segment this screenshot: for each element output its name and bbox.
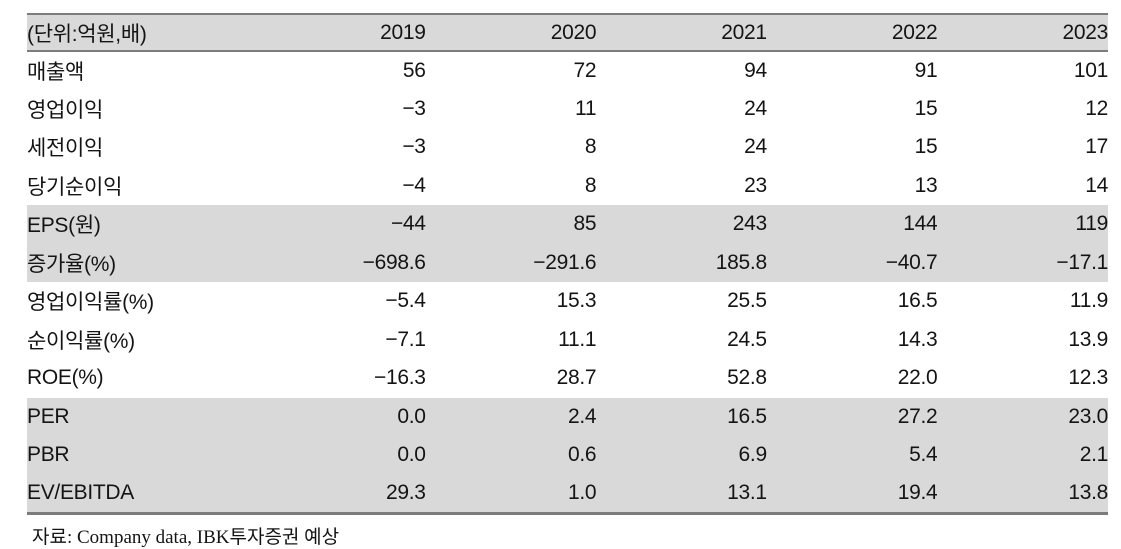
cell-value: 2.4 bbox=[567, 404, 597, 428]
cell-value: 14 bbox=[1085, 173, 1108, 197]
cell-value: 6.9 bbox=[738, 443, 767, 467]
cell-value: 0.6 bbox=[567, 443, 597, 467]
cell-value: −44 bbox=[390, 212, 426, 236]
table-row: PER 0.0 2.4 16.5 27.2 23.0 bbox=[27, 397, 1108, 436]
cell-value: 101 bbox=[1073, 58, 1108, 82]
cell-value: 2.1 bbox=[1079, 443, 1108, 467]
row-label: EV/EBITDA bbox=[27, 481, 134, 504]
cell-value: 13.8 bbox=[1068, 481, 1108, 504]
row-label: 세전이익 bbox=[27, 137, 104, 161]
cell-value: 185.8 bbox=[715, 250, 767, 274]
cell-value: 19.4 bbox=[897, 481, 938, 504]
cell-value: −291.6 bbox=[533, 250, 597, 274]
cell-value: 1.0 bbox=[567, 481, 597, 504]
row-label: 영업이익 bbox=[27, 98, 104, 122]
cell-value: 8 bbox=[584, 135, 597, 159]
year-column-header: 2020 bbox=[425, 14, 597, 52]
row-label: 증가율(%) bbox=[27, 252, 116, 276]
cell-value: 25.5 bbox=[727, 289, 767, 313]
source-note: 자료: Company data, IBK투자증권 예상 bbox=[32, 527, 340, 548]
cell-value: 14.3 bbox=[897, 327, 938, 351]
cell-value: 13.9 bbox=[1068, 327, 1108, 351]
cell-value: 0.0 bbox=[397, 404, 426, 428]
cell-value: 56 bbox=[402, 58, 426, 82]
cell-value: 11.1 bbox=[558, 327, 597, 351]
cell-value: 24.5 bbox=[727, 327, 767, 351]
table-row: EPS(원) −44 85 243 144 119 bbox=[27, 205, 1108, 244]
cell-value: 5.4 bbox=[909, 443, 938, 467]
row-label: ROE(%) bbox=[27, 366, 104, 390]
table-row: 당기순이익 −4 8 23 13 14 bbox=[27, 167, 1108, 206]
year-column-header: 2022 bbox=[766, 14, 938, 52]
cell-value: 15 bbox=[914, 96, 938, 120]
cell-value: 52.8 bbox=[727, 366, 767, 390]
row-label: 매출액 bbox=[27, 60, 85, 84]
table-header-row: (단위:억원,배) 2019 2020 2021 2022 2023 bbox=[27, 14, 1108, 52]
row-label: PER bbox=[27, 404, 70, 428]
financial-summary-table: (단위:억원,배) 2019 2020 2021 2022 2023 매출액 56 72 94… bbox=[27, 13, 1108, 515]
cell-value: 13.1 bbox=[727, 481, 767, 504]
cell-value: 11.9 bbox=[1069, 289, 1108, 313]
cell-value: −16.3 bbox=[374, 366, 426, 390]
table-row: 영업이익 −3 11 24 15 12 bbox=[27, 90, 1108, 129]
cell-value: 144 bbox=[903, 212, 938, 236]
cell-value: 12.3 bbox=[1068, 366, 1108, 390]
cell-value: 24 bbox=[744, 96, 767, 120]
table-row: 세전이익 −3 8 24 15 17 bbox=[27, 128, 1108, 167]
cell-value: −17.1 bbox=[1056, 250, 1108, 274]
cell-value: −5.4 bbox=[385, 289, 426, 313]
cell-value: 16.5 bbox=[897, 289, 938, 313]
cell-value: −40.7 bbox=[885, 250, 938, 274]
cell-value: 12 bbox=[1085, 96, 1108, 120]
cell-value: 85 bbox=[573, 212, 597, 236]
cell-value: 8 bbox=[584, 173, 597, 197]
cell-value: −3 bbox=[402, 135, 426, 159]
table-row: 증가율(%) −698.6 −291.6 185.8 −40.7 −17.1 bbox=[27, 243, 1108, 282]
year-column-header: 2019 bbox=[255, 14, 426, 52]
table-row: 영업이익률(%) −5.4 15.3 25.5 16.5 11.9 bbox=[27, 282, 1108, 321]
cell-value: 22.0 bbox=[897, 366, 938, 390]
year-column-header: 2021 bbox=[596, 14, 767, 52]
cell-value: 23.0 bbox=[1068, 404, 1108, 428]
cell-value: −698.6 bbox=[362, 250, 426, 274]
table-row: 매출액 56 72 94 91 101 bbox=[27, 51, 1108, 90]
table-row: ROE(%) −16.3 28.7 52.8 22.0 12.3 bbox=[27, 359, 1108, 398]
cell-value: 17 bbox=[1085, 135, 1108, 159]
cell-value: 15.3 bbox=[556, 289, 597, 313]
cell-value: 91 bbox=[914, 58, 938, 82]
cell-value: −7.1 bbox=[385, 327, 426, 351]
row-label: 당기순이익 bbox=[27, 175, 123, 199]
cell-value: 16.5 bbox=[727, 404, 767, 428]
year-column-header: 2023 bbox=[937, 14, 1108, 52]
row-label: PBR bbox=[27, 443, 70, 467]
cell-value: 11 bbox=[575, 96, 597, 120]
cell-value: −4 bbox=[402, 173, 426, 197]
cell-value: 72 bbox=[573, 58, 597, 82]
table-row: 순이익률(%) −7.1 11.1 24.5 14.3 13.9 bbox=[27, 321, 1108, 360]
cell-value: 27.2 bbox=[897, 404, 938, 428]
cell-value: 119 bbox=[1075, 212, 1108, 236]
row-label: 순이익률(%) bbox=[27, 329, 135, 353]
cell-value: 28.7 bbox=[556, 366, 597, 390]
cell-value: −3 bbox=[402, 96, 426, 120]
cell-value: 13 bbox=[914, 173, 938, 197]
cell-value: 23 bbox=[744, 173, 767, 197]
row-label: 영업이익률(%) bbox=[27, 291, 154, 315]
table-row: EV/EBITDA 29.3 1.0 13.1 19.4 13.8 bbox=[27, 474, 1108, 513]
cell-value: 243 bbox=[732, 212, 767, 236]
cell-value: 29.3 bbox=[385, 481, 426, 504]
row-label: EPS(원) bbox=[27, 214, 101, 238]
table-row: PBR 0.0 0.6 6.9 5.4 2.1 bbox=[27, 436, 1108, 475]
cell-value: 15 bbox=[914, 135, 938, 159]
unit-label-cell: (단위:억원,배) bbox=[27, 14, 256, 52]
cell-value: 24 bbox=[744, 135, 767, 159]
cell-value: 94 bbox=[744, 58, 767, 82]
cell-value: 0.0 bbox=[397, 443, 426, 467]
